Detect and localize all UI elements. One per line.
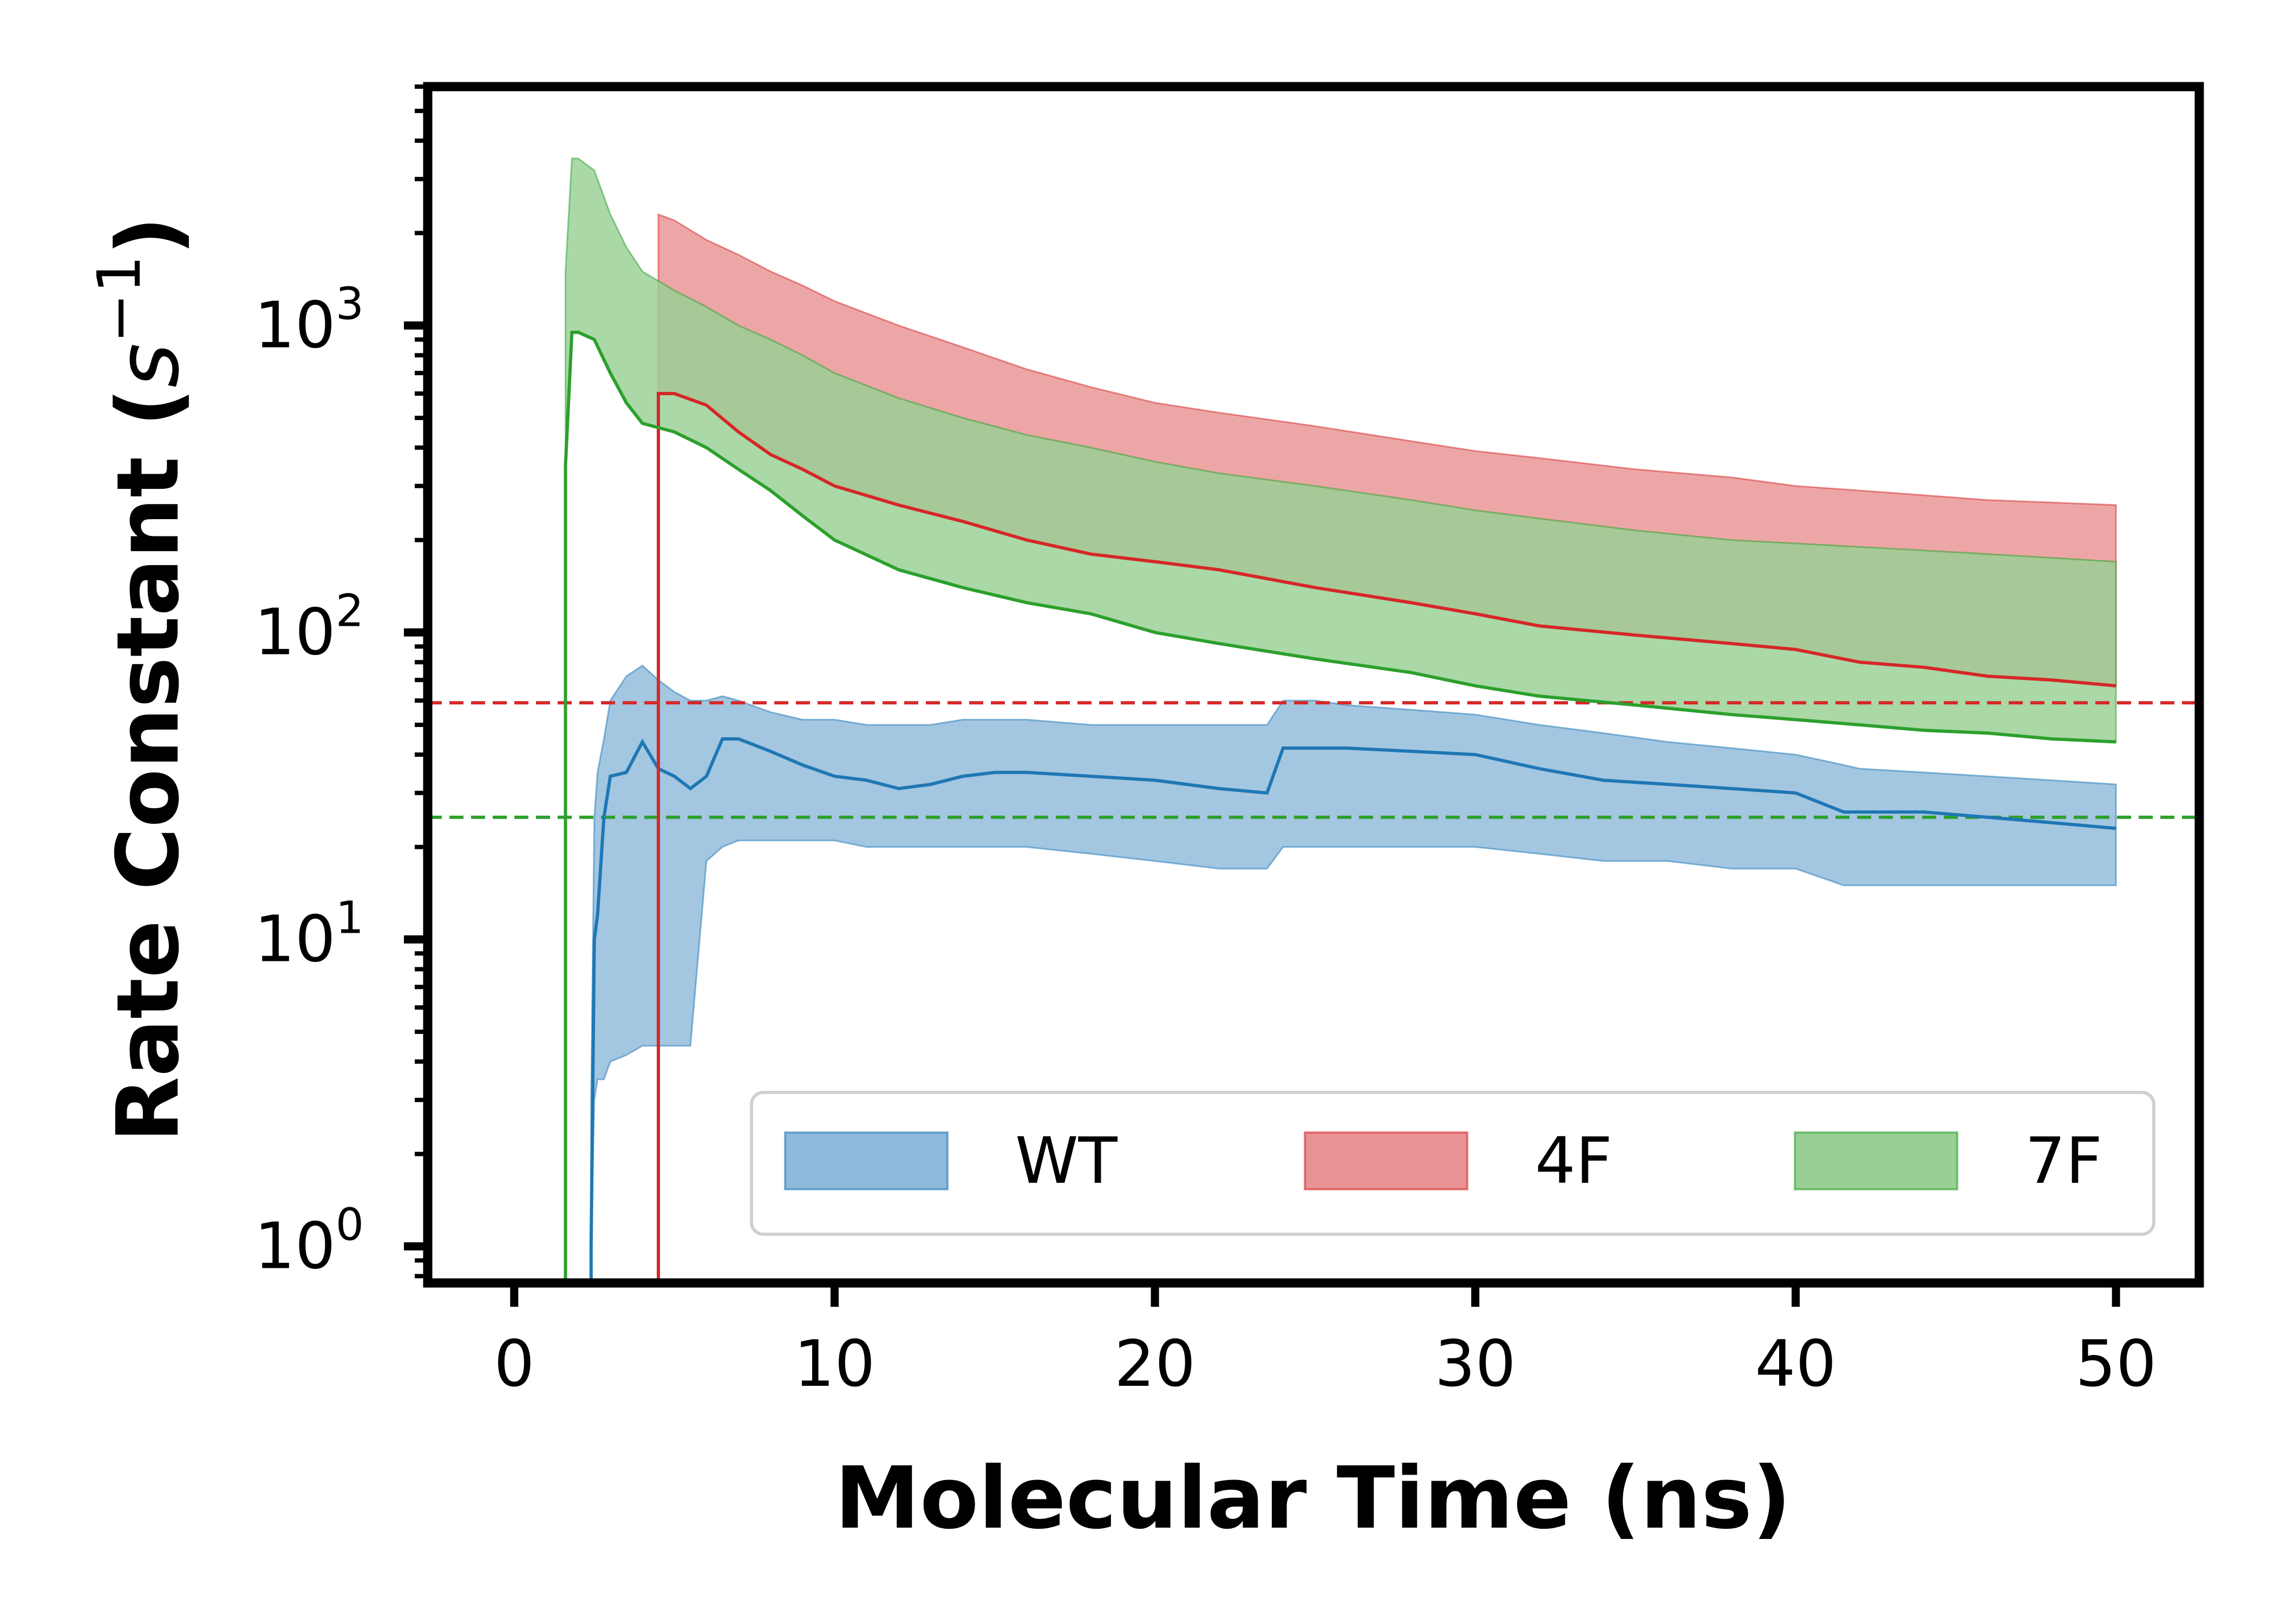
y-tick-label: 102 xyxy=(254,585,364,669)
x-tick-label: 40 xyxy=(1755,1326,1836,1401)
legend-label-4f: 4F xyxy=(1535,1123,1612,1198)
line-wt xyxy=(589,737,2116,1283)
line-4f xyxy=(657,392,2116,1283)
x-axis-title: Molecular Time (ns) xyxy=(835,1449,1792,1548)
legend-swatch-4f xyxy=(1304,1131,1468,1190)
x-tick-label: 50 xyxy=(2075,1326,2157,1401)
x-tick-label: 30 xyxy=(1435,1326,1516,1401)
x-tick-label: 0 xyxy=(494,1326,534,1401)
y-axis-ticks: 100 101 102 103 xyxy=(254,84,428,1283)
y-axis-title-close: ) xyxy=(99,216,198,255)
line-7f xyxy=(564,330,2116,1283)
y-axis-unit-exponent: −1 xyxy=(84,256,154,343)
x-tick-label: 10 xyxy=(794,1326,875,1401)
series-lines xyxy=(564,330,2116,1283)
band-wt xyxy=(590,664,2117,1247)
y-axis-title-text: Rate Constant ( xyxy=(99,388,198,1142)
x-tick-label: 20 xyxy=(1114,1326,1195,1401)
x-axis-ticks: 0 10 20 30 40 50 xyxy=(494,1283,2157,1401)
axes-frame xyxy=(423,82,2204,1288)
legend-label-7f: 7F xyxy=(2025,1123,2102,1198)
reference-lines xyxy=(428,701,2199,819)
legend-swatch-wt xyxy=(784,1131,949,1190)
y-tick-label: 100 xyxy=(254,1199,364,1283)
legend: WT 4F 7F xyxy=(750,1091,2155,1236)
y-axis-unit-base: s xyxy=(99,343,198,388)
legend-swatch-7f xyxy=(1794,1131,1958,1190)
y-tick-label: 101 xyxy=(254,892,364,976)
y-tick-label: 103 xyxy=(254,278,364,362)
plot-frame xyxy=(423,82,2204,1288)
legend-label-wt: WT xyxy=(1015,1123,1118,1198)
y-axis-title: Rate Constant (s−1) xyxy=(84,216,198,1142)
